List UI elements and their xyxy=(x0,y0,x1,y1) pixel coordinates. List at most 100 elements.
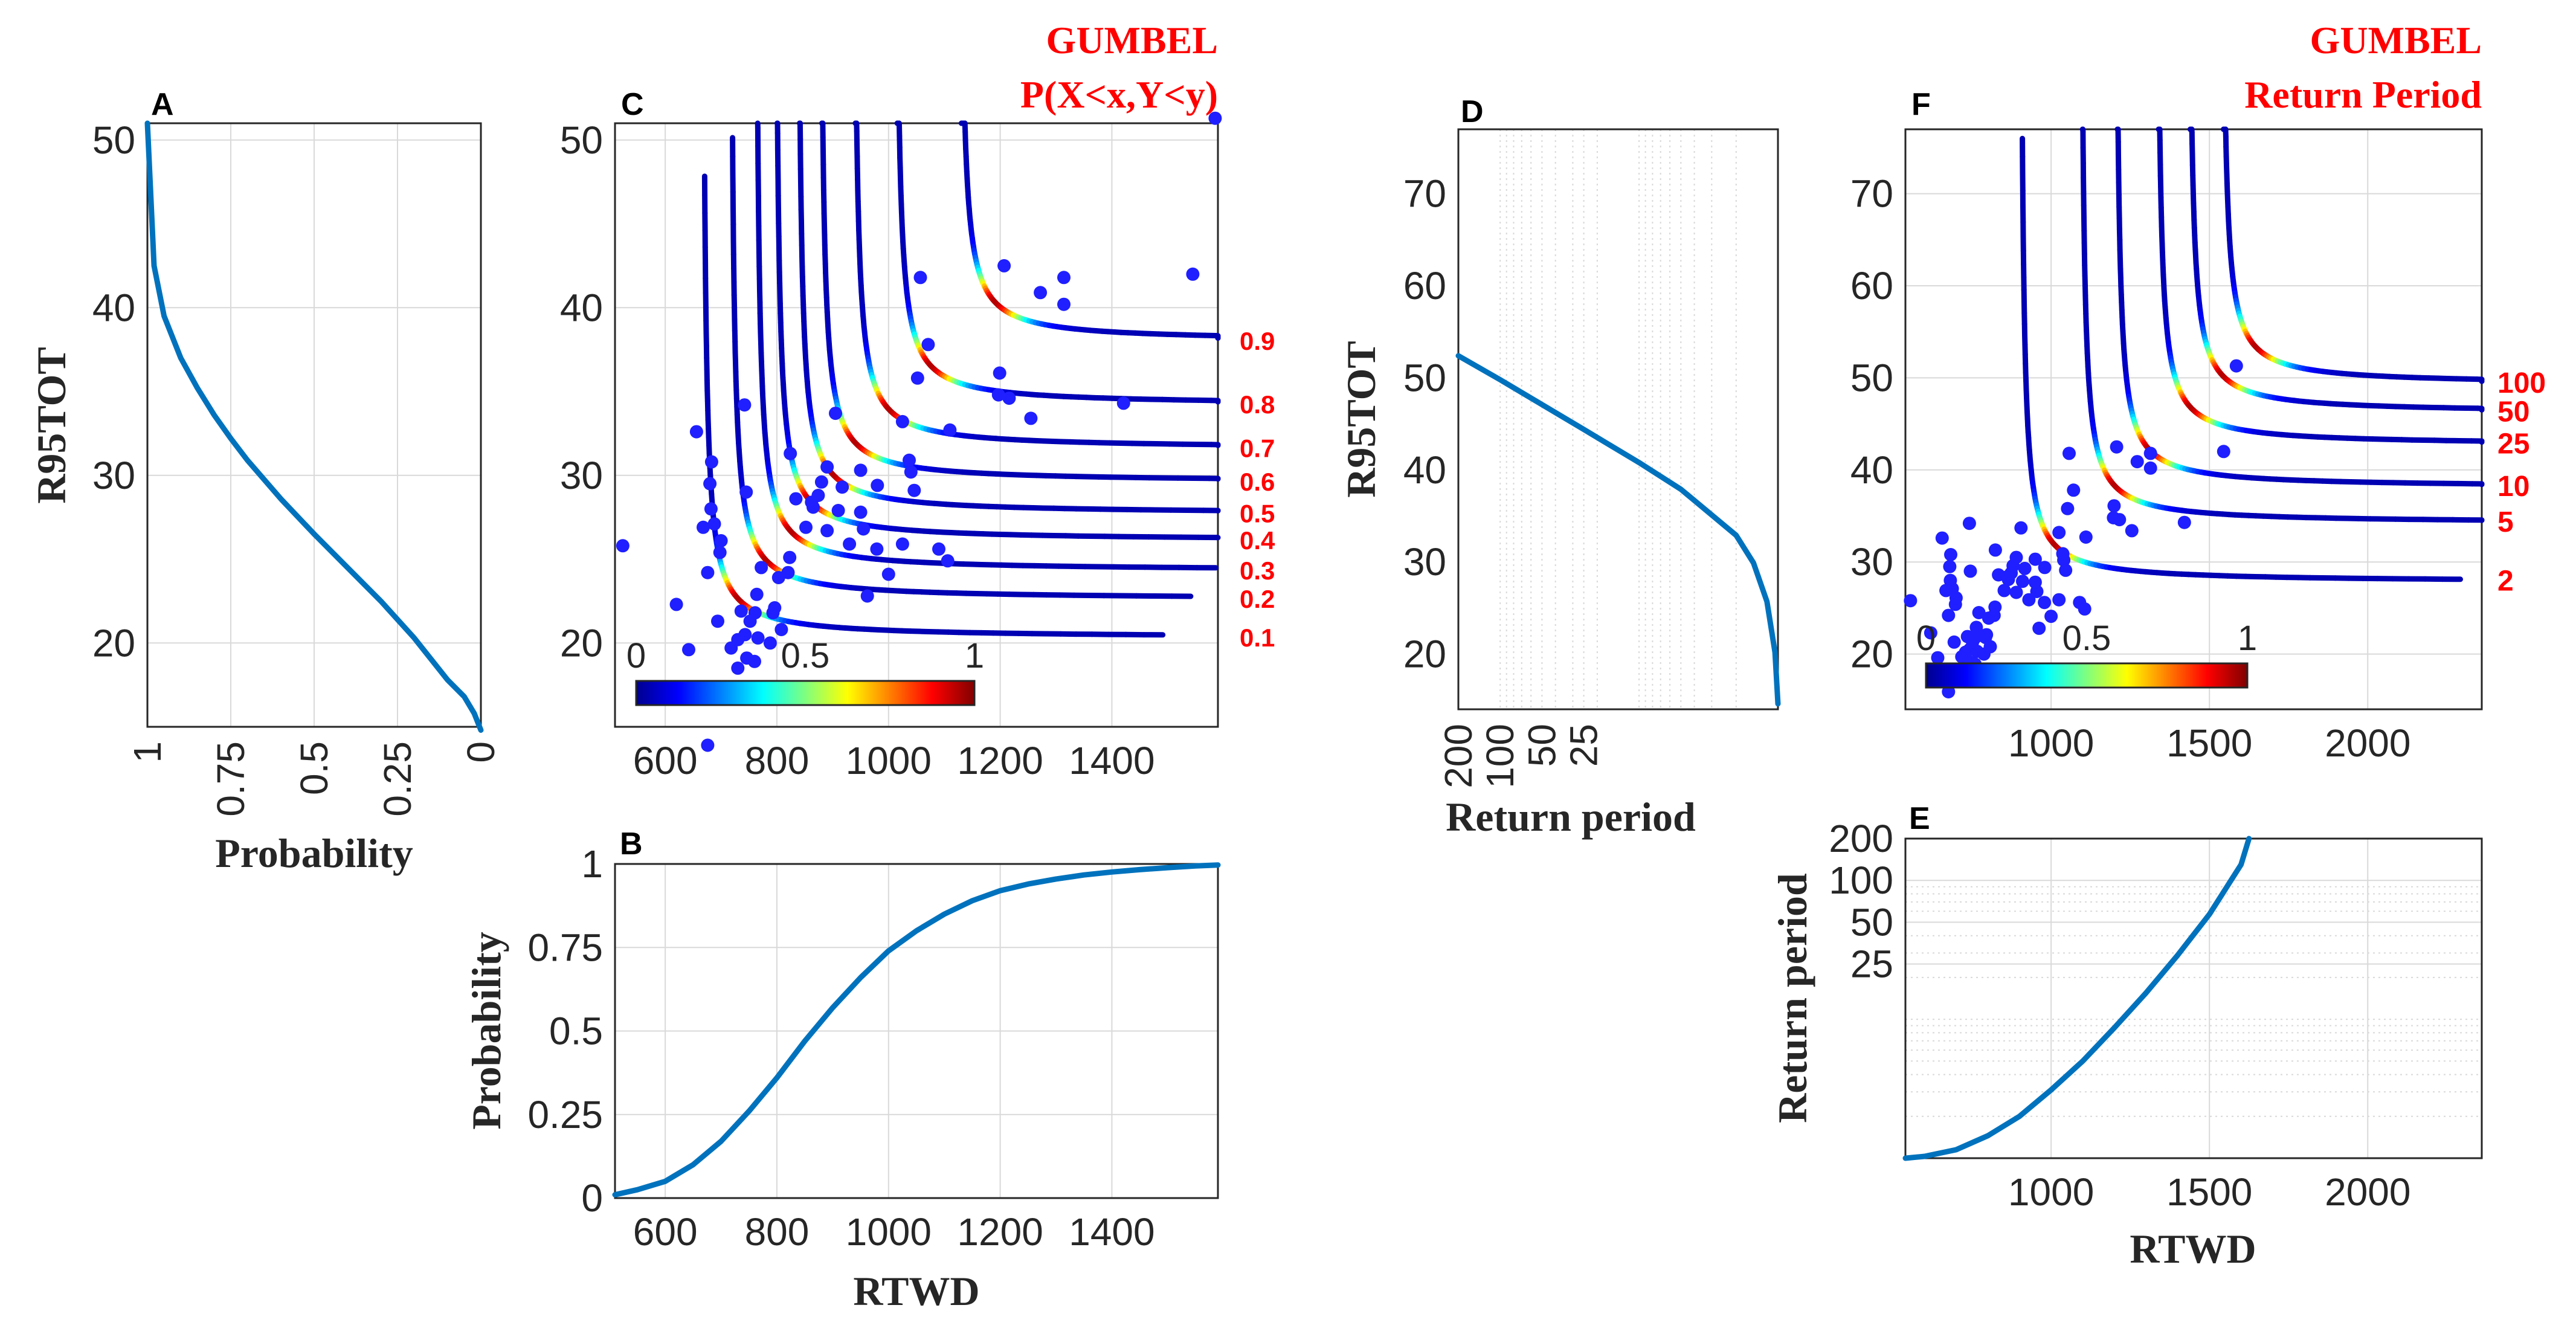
panel-b-frame xyxy=(614,863,1219,1199)
y-axis-label: R95TOT xyxy=(28,347,74,503)
data-point xyxy=(689,425,703,439)
x-tick-label: 1400 xyxy=(1069,1210,1154,1254)
contour-label: 0.2 xyxy=(1240,585,1275,613)
y-tick-label: 20 xyxy=(1850,633,1893,676)
data-point xyxy=(1972,606,1986,619)
data-point xyxy=(1034,286,1048,300)
y-tick-label: 0.75 xyxy=(527,926,603,969)
x-tick-label: 1200 xyxy=(957,1210,1043,1254)
data-point xyxy=(714,534,728,547)
contour-level-100 xyxy=(2221,126,2485,384)
data-point xyxy=(2052,593,2066,607)
data-point xyxy=(860,589,874,603)
data-point xyxy=(1969,620,1983,634)
data-point xyxy=(829,407,842,420)
contour-label: 0.4 xyxy=(1240,526,1275,555)
data-point xyxy=(1057,297,1071,311)
data-point xyxy=(836,480,849,494)
data-point xyxy=(1947,635,1961,649)
y-tick-label: 60 xyxy=(1403,264,1446,308)
y-axis-label: Return period xyxy=(1769,873,1815,1123)
data-point xyxy=(854,505,868,519)
cdf-curve xyxy=(144,120,484,733)
contour-level-0.8 xyxy=(894,120,1221,405)
contour-label: 0.6 xyxy=(1240,468,1275,496)
colorbar-tick-label: 0.5 xyxy=(781,636,830,675)
y-tick-label: 40 xyxy=(1403,448,1446,492)
contour-label: 0.3 xyxy=(1240,556,1275,585)
data-point xyxy=(2009,585,2023,599)
data-point xyxy=(738,628,752,642)
x-tick-label: 1500 xyxy=(2166,1170,2252,1214)
y-tick-label: 60 xyxy=(1850,264,1893,308)
y-tick-label: 0.5 xyxy=(549,1010,603,1053)
data-point xyxy=(748,654,761,668)
data-point xyxy=(707,517,721,531)
data-point xyxy=(871,478,884,492)
x-tick-label: 1500 xyxy=(2166,721,2252,765)
y-tick-label: 0 xyxy=(581,1176,603,1220)
chart-subtitle: Return Period xyxy=(2244,73,2482,116)
data-point xyxy=(2028,575,2042,589)
data-point xyxy=(1186,267,1200,281)
data-point xyxy=(2022,593,2036,607)
data-point xyxy=(2009,550,2023,564)
data-point xyxy=(734,604,748,618)
data-point xyxy=(2229,359,2243,373)
data-point xyxy=(1988,543,2002,557)
data-point xyxy=(2079,530,2093,544)
data-point xyxy=(2032,621,2046,635)
data-point xyxy=(1943,573,1957,587)
return-period-curve xyxy=(1902,836,2252,1161)
data-point xyxy=(1968,631,1982,645)
x-tick-label: 1000 xyxy=(2008,1170,2094,1214)
data-point xyxy=(1935,531,1949,545)
data-point xyxy=(682,643,695,657)
data-point xyxy=(768,601,782,614)
contour-label: 0.8 xyxy=(1240,390,1275,419)
data-point xyxy=(616,539,630,553)
cdf-curve xyxy=(612,862,1221,1197)
data-point xyxy=(2018,561,2032,575)
data-point xyxy=(1942,608,1956,622)
x-axis-label: Return period xyxy=(1446,794,1696,840)
y-tick-label: 100 xyxy=(1829,859,1893,902)
data-point xyxy=(2130,455,2144,469)
data-point xyxy=(843,537,857,551)
data-point xyxy=(820,524,834,538)
data-point xyxy=(1982,611,1995,625)
y-tick-label: 0.25 xyxy=(527,1093,603,1136)
data-point xyxy=(910,371,924,385)
data-point xyxy=(2107,511,2120,524)
x-axis-label: RTWD xyxy=(853,1268,979,1314)
y-tick-label: 30 xyxy=(560,454,603,497)
x-tick-label: 800 xyxy=(745,739,810,782)
data-point xyxy=(2044,610,2058,624)
y-tick-label: 20 xyxy=(92,621,135,665)
data-point xyxy=(701,566,715,579)
y-tick-label: 30 xyxy=(1403,540,1446,584)
data-point xyxy=(701,738,715,752)
data-point xyxy=(2014,521,2028,535)
y-tick-label: 50 xyxy=(1850,356,1893,399)
x-tick-label: 200 xyxy=(1437,724,1480,788)
data-point xyxy=(921,338,935,352)
data-point xyxy=(1944,548,1957,561)
data-point xyxy=(1024,411,1038,425)
data-point xyxy=(2217,445,2230,459)
x-tick-label: 0.25 xyxy=(376,741,419,817)
data-point xyxy=(904,465,918,479)
panel-label: B xyxy=(620,826,643,862)
x-axis-label: Probability xyxy=(215,830,413,876)
panel-label: E xyxy=(1909,801,1930,836)
data-point xyxy=(771,571,785,584)
panel-label: F xyxy=(1911,87,1931,122)
panel-label: A xyxy=(151,87,174,122)
data-point xyxy=(1924,626,1937,640)
y-tick-label: 20 xyxy=(560,621,603,665)
contour-label: 10 xyxy=(2497,471,2529,503)
data-point xyxy=(750,587,764,601)
y-tick-label: 50 xyxy=(1403,356,1446,399)
data-point xyxy=(1208,111,1222,125)
data-point xyxy=(731,661,745,675)
